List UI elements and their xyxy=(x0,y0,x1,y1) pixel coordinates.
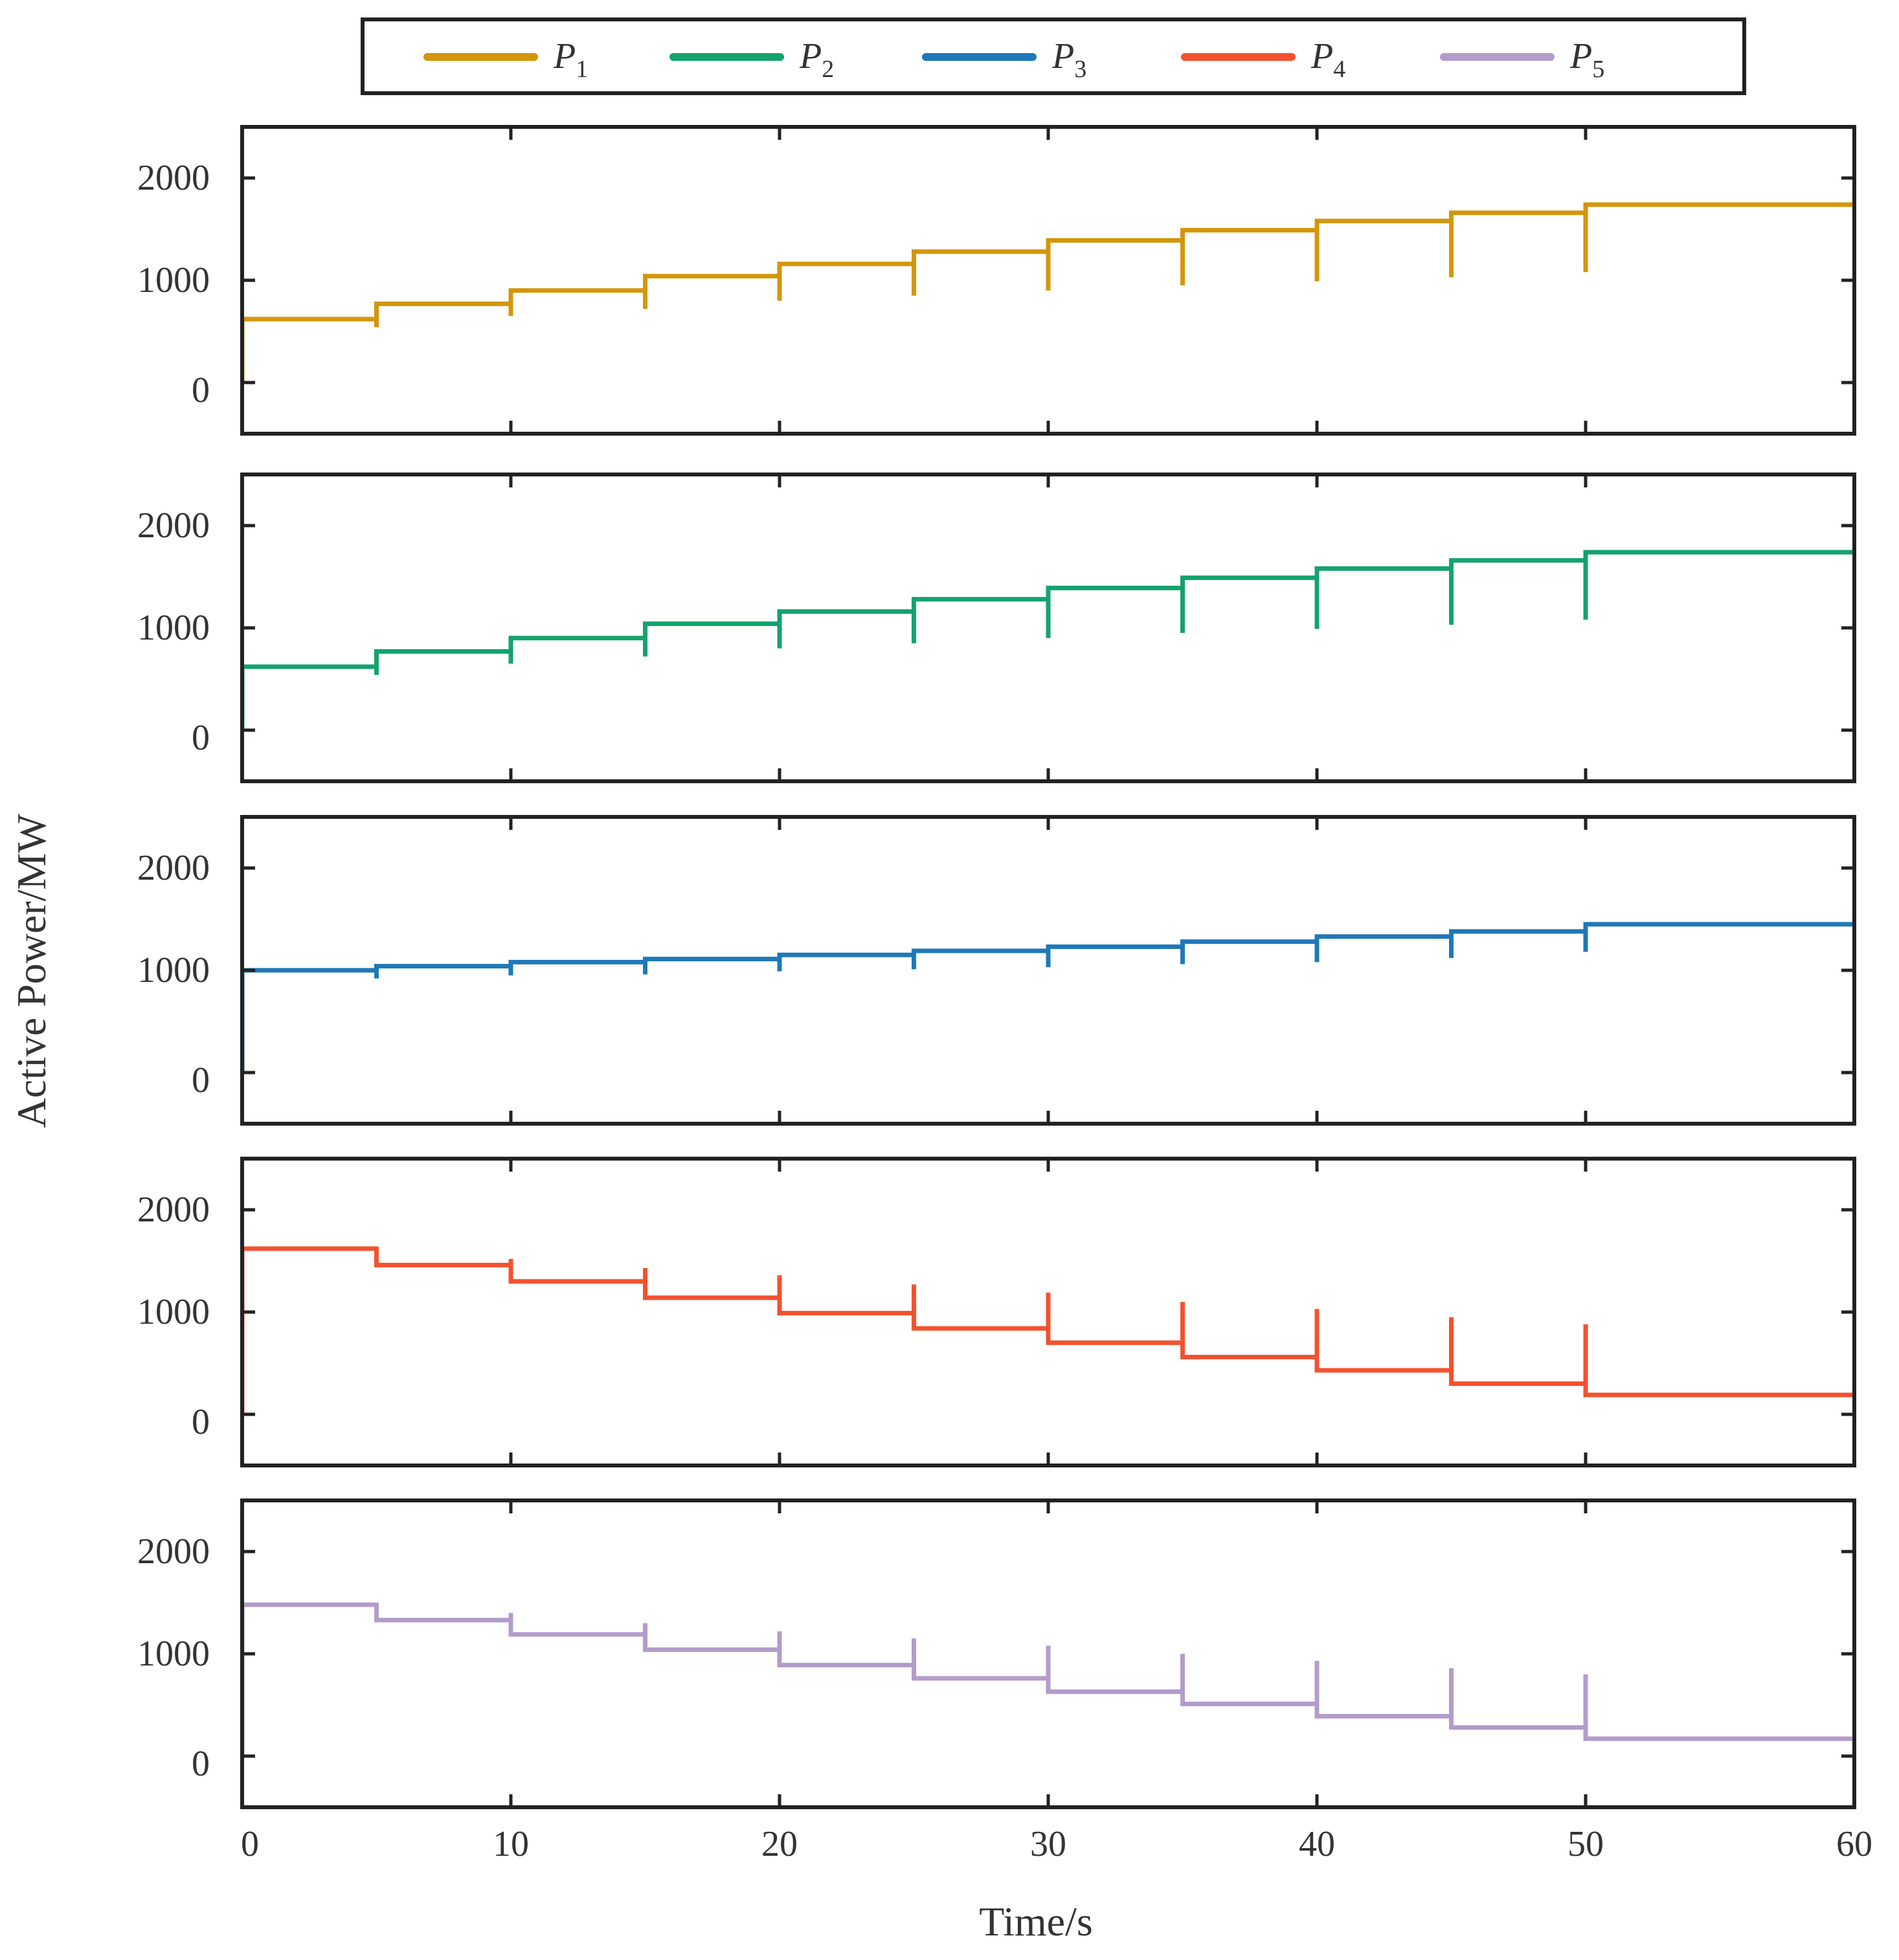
y-tick-label: 1000 xyxy=(137,1292,210,1332)
panel: 0 1000 2000 xyxy=(137,125,1856,436)
legend-label: P5 xyxy=(1569,36,1604,83)
legend: P1 P2 P3 P4 P5 xyxy=(361,17,1746,95)
legend-item: P5 xyxy=(1440,36,1604,83)
x-tick-label: 60 xyxy=(1836,1824,1872,1864)
x-tick-label: 20 xyxy=(761,1824,798,1864)
panels: 0 1000 2000 0 1000 2000 0 1000 2000 0 1000 2000 0 100… xyxy=(137,125,1856,1809)
y-tick-label: 1000 xyxy=(137,260,210,300)
y-tick-label: 0 xyxy=(192,1402,210,1442)
y-tick-label: 1000 xyxy=(137,608,210,648)
panel-frame xyxy=(240,815,1856,1126)
legend-box xyxy=(361,17,1746,95)
panel: 0 1000 2000 xyxy=(137,815,1856,1126)
y-tick-label: 1000 xyxy=(137,1634,210,1674)
legend-label: P2 xyxy=(799,36,834,83)
series-line xyxy=(242,922,1854,1073)
y-tick-label: 0 xyxy=(192,1744,210,1784)
series-line xyxy=(242,1602,1854,1756)
legend-item: P3 xyxy=(922,36,1086,83)
y-axis-title: Active Power/MW xyxy=(8,814,54,1128)
x-tick-label: 0 xyxy=(241,1824,259,1864)
x-tick-label: 10 xyxy=(493,1824,529,1864)
panel: 0 1000 2000 xyxy=(137,1498,1856,1809)
legend-item: P2 xyxy=(669,36,834,83)
y-tick-label: 1000 xyxy=(137,950,210,990)
series-line xyxy=(242,202,1854,383)
x-tick-label: 50 xyxy=(1568,1824,1604,1864)
y-tick-label: 2000 xyxy=(137,1531,210,1572)
legend-item: P1 xyxy=(423,36,588,83)
y-tick-label: 0 xyxy=(192,718,210,758)
panel: 0 1000 2000 xyxy=(137,1157,1856,1467)
series-line xyxy=(242,550,1854,730)
legend-label: P4 xyxy=(1310,36,1345,83)
y-tick-label: 0 xyxy=(192,370,210,410)
series-line xyxy=(242,1246,1854,1414)
x-tick-label: 40 xyxy=(1299,1824,1335,1864)
y-tick-label: 2000 xyxy=(137,848,210,888)
legend-label: P1 xyxy=(553,36,588,83)
y-tick-label: 2000 xyxy=(137,506,210,546)
y-tick-label: 2000 xyxy=(137,1190,210,1230)
y-tick-label: 0 xyxy=(192,1060,210,1100)
legend-label: P3 xyxy=(1051,36,1086,83)
x-tick-label: 30 xyxy=(1030,1824,1066,1864)
x-axis: 0 10 20 30 40 50 60 xyxy=(241,1824,1872,1864)
y-tick-label: 2000 xyxy=(137,158,210,198)
x-axis-title: Time/s xyxy=(979,1899,1093,1944)
panel: 0 1000 2000 xyxy=(137,473,1856,783)
legend-item: P4 xyxy=(1181,36,1345,83)
